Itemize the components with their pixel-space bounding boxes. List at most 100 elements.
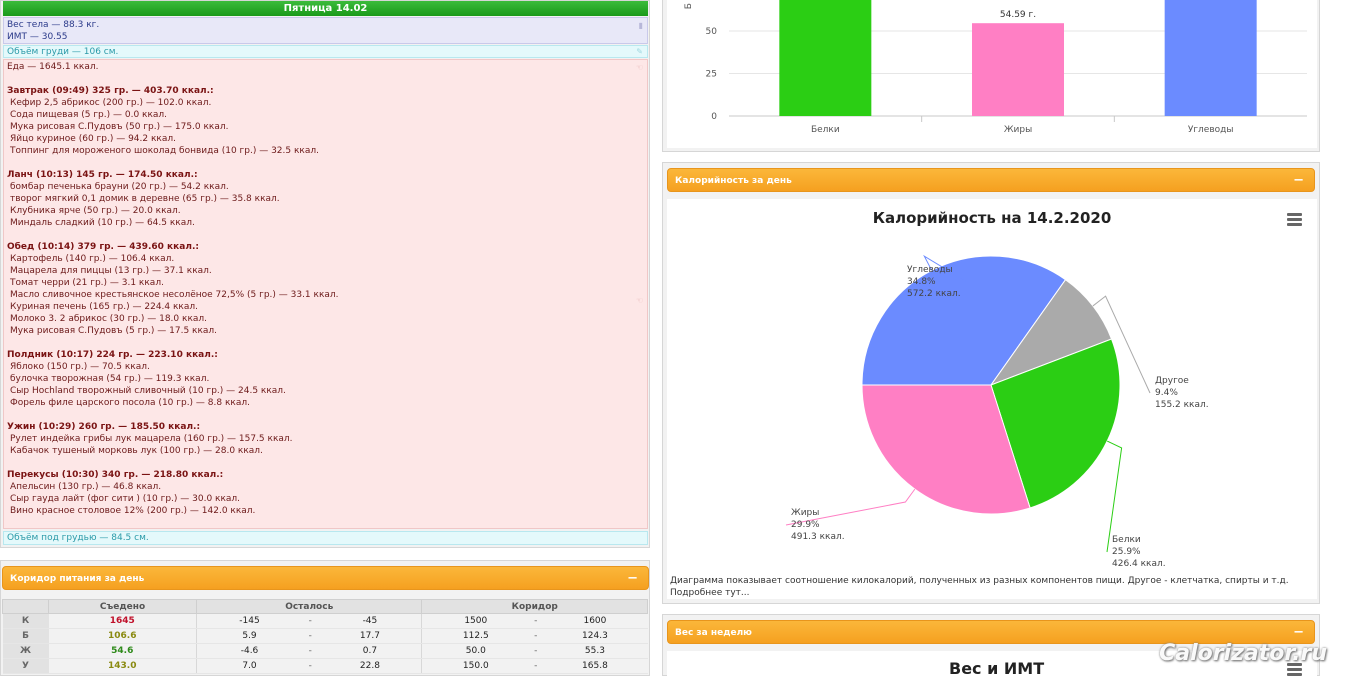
delete-icon[interactable]: ▮ bbox=[638, 21, 643, 30]
pie-label-name: Жиры bbox=[791, 508, 819, 518]
pie-slice[interactable] bbox=[990, 338, 1121, 509]
pie-label-value: 426.4 ккал. bbox=[1112, 559, 1166, 569]
corridor-min: 1500 bbox=[421, 613, 530, 629]
meal-gap bbox=[7, 229, 644, 241]
food-item[interactable]: Сыр гауда лайт (фог сити ) (10 гр.) — 30… bbox=[10, 494, 241, 504]
food-item[interactable]: Апельсин (130 гр.) — 46.8 ккал. bbox=[10, 482, 162, 492]
bar[interactable] bbox=[1164, 0, 1257, 116]
food-item[interactable]: Миндаль сладкий (10 гр.) — 64.5 ккал. bbox=[10, 218, 195, 228]
food-item[interactable]: Вино красное столовое 12% (200 гр.) — 14… bbox=[10, 506, 256, 516]
food-item[interactable]: Молоко 3. 2 абрикос (30 гр.) — 18.0 ккал… bbox=[10, 314, 208, 324]
food-total: Еда — 1645.1 ккал. bbox=[7, 62, 99, 72]
chart-menu-icon[interactable] bbox=[1287, 663, 1302, 676]
pie-slice[interactable] bbox=[861, 384, 1031, 515]
bmi-text: ИМТ — 30.55 bbox=[7, 32, 68, 42]
pie-slice[interactable] bbox=[989, 278, 1113, 387]
meal-title[interactable]: Полдник (10:17) 224 гр. — 223.10 ккал.: bbox=[7, 350, 218, 360]
table-header-row: Съедено Осталось Коридор bbox=[2, 599, 648, 614]
meal-title[interactable]: Завтрак (09:49) 325 гр. — 403.70 ккал.: bbox=[7, 86, 214, 96]
meal-title[interactable]: Ланч (10:13) 145 гр. — 174.50 ккал.: bbox=[7, 170, 198, 180]
food-item[interactable]: бомбар печенька брауни (20 гр.) — 54.2 к… bbox=[10, 182, 229, 192]
remaining-max: 22.8 bbox=[318, 658, 422, 674]
column-header: Съедено bbox=[48, 599, 197, 614]
bar[interactable] bbox=[972, 23, 1064, 117]
food-item[interactable]: Сода пищевая (5 гр.) — 0.0 ккал. bbox=[10, 110, 168, 120]
dash: - bbox=[302, 658, 319, 674]
corridor-title: Коридор питания за день bbox=[10, 574, 145, 584]
food-item[interactable]: творог мягкий 0,1 домик в деревне (65 гр… bbox=[10, 194, 280, 204]
more-link[interactable]: Подробнее тут... bbox=[670, 588, 750, 598]
edit-icon[interactable]: ✎ bbox=[636, 47, 643, 56]
food-item[interactable]: Рулет индейка грибы лук мацарела (160 гр… bbox=[10, 434, 293, 444]
meal-title[interactable]: Обед (10:14) 379 гр. — 439.60 ккал.: bbox=[7, 242, 199, 252]
collapse-button[interactable]: − bbox=[1293, 173, 1304, 188]
food-item[interactable]: Сыр Hochland творожный сливочный (10 гр.… bbox=[10, 386, 286, 396]
pie-label-percent: 9.4% bbox=[1155, 388, 1178, 398]
chest-measure-text: Объём груди — 106 см. bbox=[7, 47, 119, 57]
pie-label-name: Белки bbox=[1112, 535, 1141, 545]
pie-label-percent: 25.9% bbox=[1112, 547, 1141, 557]
day-header[interactable]: Пятница 14.02 bbox=[3, 1, 648, 16]
eaten-value: 106.6 bbox=[48, 628, 197, 644]
food-item[interactable]: Картофель (140 гр.) — 106.4 ккал. bbox=[10, 254, 175, 264]
meal-title[interactable]: Ужин (10:29) 260 гр. — 185.50 ккал.: bbox=[7, 422, 201, 432]
remaining-min: 7.0 bbox=[196, 658, 303, 674]
pie-chart-title: Калорийность на 14.2.2020 bbox=[873, 209, 1112, 227]
pie-label-value: 572.2 ккал. bbox=[907, 289, 961, 299]
meal-title[interactable]: Перекусы (10:30) 340 гр. — 218.80 ккал.: bbox=[7, 470, 224, 480]
bar-data-label: 54.59 г. bbox=[1000, 10, 1036, 20]
pie-header-bar[interactable]: Калорийность за день − bbox=[667, 168, 1315, 192]
dash: - bbox=[302, 643, 319, 659]
corridor-header-bar[interactable]: Коридор питания за день − bbox=[2, 566, 649, 590]
weight-chart-title: Вес и ИМТ bbox=[949, 659, 1045, 676]
food-diary-box[interactable]: Еда — 1645.1 ккал. Завтрак (09:49) 325 г… bbox=[3, 59, 648, 529]
eaten-value: 143.0 bbox=[48, 658, 197, 674]
corridor-min: 150.0 bbox=[421, 658, 530, 674]
hand-icon[interactable]: ☜ bbox=[635, 63, 643, 72]
row-label: Ж bbox=[2, 643, 49, 659]
remaining-max: -45 bbox=[318, 613, 422, 629]
food-item[interactable]: Кабачок тушеный морковь лук (100 гр.) — … bbox=[10, 446, 263, 456]
collapse-button[interactable]: − bbox=[627, 571, 638, 586]
chest-measure-box[interactable]: Объём груди — 106 см. ✎ bbox=[3, 45, 648, 58]
dash: - bbox=[529, 658, 543, 674]
food-item[interactable]: Кефир 2,5 абрикос (200 гр.) — 102.0 ккал… bbox=[10, 98, 212, 108]
food-item[interactable]: Мука рисовая С.Пудовъ (50 гр.) — 175.0 к… bbox=[10, 122, 229, 132]
food-item[interactable]: Мацарела для пиццы (13 гр.) — 37.1 ккал. bbox=[10, 266, 212, 276]
y-tick-label: 50 bbox=[706, 27, 718, 37]
pie-leader-line bbox=[1092, 295, 1151, 394]
collapse-button[interactable]: − bbox=[1293, 625, 1304, 640]
food-item[interactable]: Яйцо куриное (60 гр.) — 94.2 ккал. bbox=[10, 134, 176, 144]
row-label: Б bbox=[2, 628, 49, 644]
food-item[interactable]: Клубника ярче (50 гр.) — 20.0 ккал. bbox=[10, 206, 181, 216]
food-item[interactable]: Мука рисовая С.Пудовъ (5 гр.) — 17.5 кка… bbox=[10, 326, 218, 336]
corridor-max: 124.3 bbox=[542, 628, 648, 644]
corridor-max: 165.8 bbox=[542, 658, 648, 674]
pie-label-name: Углеводы bbox=[907, 265, 953, 275]
y-axis-label: Б bbox=[684, 3, 694, 9]
food-item[interactable]: Масло сливочное крестьянское несолёное 7… bbox=[10, 290, 339, 300]
remaining-min: -4.6 bbox=[196, 643, 303, 659]
pie-section-title: Калорийность за день bbox=[675, 176, 792, 186]
food-item[interactable]: Топпинг для мороженого шоколад бонвида (… bbox=[10, 146, 319, 156]
food-item[interactable]: булочка творожная (54 гр.) — 119.3 ккал. bbox=[10, 374, 210, 384]
weight-box[interactable]: Вес тела — 88.3 кг. ИМТ — 30.55 ▮ bbox=[3, 17, 648, 44]
nutrition-corridor-panel: Коридор питания за день − Съедено Остало… bbox=[0, 560, 650, 676]
underbust-measure-box[interactable]: Объём под грудью — 84.5 см. bbox=[3, 531, 648, 545]
food-item[interactable]: Яблоко (150 гр.) — 70.5 ккал. bbox=[10, 362, 150, 372]
dash: - bbox=[529, 628, 543, 644]
column-header: Коридор bbox=[421, 599, 648, 614]
weight-header-bar[interactable]: Вес за неделю − bbox=[667, 620, 1315, 644]
food-item[interactable]: Куриная печень (165 гр.) — 224.4 ккал. bbox=[10, 302, 198, 312]
chart-menu-icon[interactable] bbox=[1287, 213, 1302, 226]
corridor-max: 55.3 bbox=[542, 643, 648, 659]
pie-label-name: Другое bbox=[1155, 376, 1189, 386]
food-item[interactable]: Форель филе царского посола (10 гр.) — 8… bbox=[10, 398, 250, 408]
food-item[interactable]: Томат черри (21 гр.) — 3.1 ккал. bbox=[10, 278, 164, 288]
y-tick-label: 0 bbox=[711, 112, 717, 122]
bar[interactable] bbox=[779, 0, 872, 116]
pie-leader-line bbox=[785, 488, 916, 526]
hand-icon[interactable]: ☜ bbox=[635, 296, 643, 305]
table-row: У 143.0 7.0-22.8 150.0-165.8 bbox=[2, 658, 648, 674]
